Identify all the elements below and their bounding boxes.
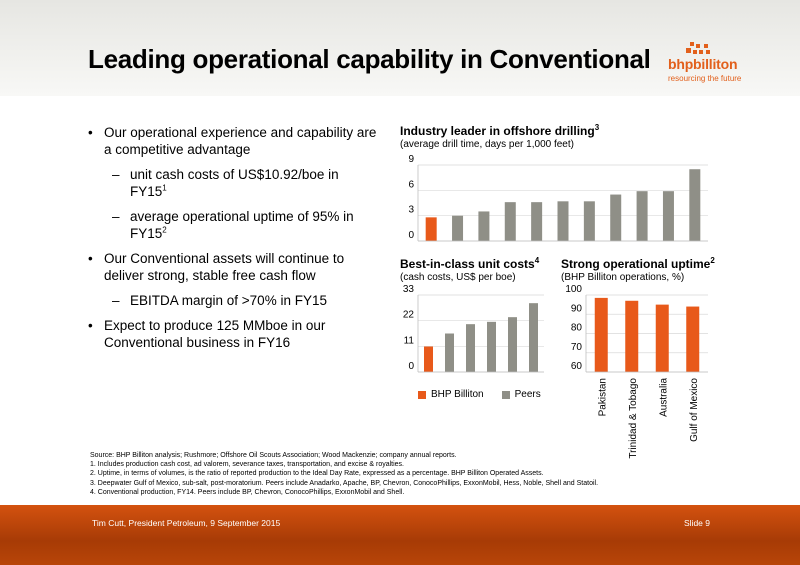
costs-chart-subtitle: (cash costs, US$ per boe) <box>400 272 516 283</box>
bar-peer <box>610 194 622 241</box>
source-notes: Source: BHP Billiton analysis; Rushmore;… <box>90 451 598 497</box>
y-tick-label: 80 <box>571 323 583 334</box>
bar-peer <box>531 202 543 241</box>
uptime-chart-subtitle: (BHP Billiton operations, %) <box>561 272 685 283</box>
y-tick-label: 100 <box>565 284 582 295</box>
footnote: 1. Includes production cash cost, ad val… <box>90 461 404 469</box>
category-label: Trinidad & Tobago <box>628 378 639 459</box>
bar-peer <box>689 169 701 241</box>
y-tick-label: 9 <box>408 154 414 165</box>
drilling-chart-subtitle: (average drill time, days per 1,000 feet… <box>400 139 574 150</box>
legend-label-bhp: BHP Billiton <box>431 389 484 400</box>
legend-swatch-bhp <box>418 390 426 399</box>
bar-peer <box>452 215 464 241</box>
footer-slide-number: Slide 9 <box>684 518 710 528</box>
bar-bhp <box>425 217 437 241</box>
bar-bhp <box>655 304 669 372</box>
bhp-logo-icon <box>686 42 710 54</box>
sub-bullet-item: average operational uptime of 95% in FY1… <box>88 208 378 242</box>
costs-chart: 0 11 22 33 <box>403 284 544 373</box>
footer-presenter: Tim Cutt, President Petroleum, 9 Septemb… <box>92 518 281 528</box>
bar-peer <box>557 201 569 241</box>
legend: BHP Billiton Peers <box>418 389 541 400</box>
y-tick-label: 60 <box>571 361 583 372</box>
legend-swatch-peers <box>501 390 510 399</box>
bullet-item: Our operational experience and capabilit… <box>88 124 378 158</box>
y-tick-label: 6 <box>408 179 414 190</box>
y-tick-label: 33 <box>403 284 415 295</box>
y-tick-label: 11 <box>404 335 415 346</box>
bullet-item: Expect to produce 125 MMboe in our Conve… <box>88 317 378 351</box>
footnote: 4. Conventional production, FY14. Peers … <box>90 488 405 496</box>
category-label: Australia <box>658 378 669 417</box>
drilling-chart-title: Industry leader in offshore drilling3 <box>400 123 600 139</box>
bar-peer <box>487 321 496 372</box>
bar-peer <box>478 211 490 241</box>
footnote: 2. Uptime, in terms of volumes, is the r… <box>90 470 544 478</box>
header-band <box>0 0 800 96</box>
sub-bullet-item: EBITDA margin of >70% in FY15 <box>88 292 378 309</box>
logo-wordmark: bhpbilliton <box>668 56 738 72</box>
bar-peer <box>466 324 475 372</box>
y-tick-label: 22 <box>403 310 415 321</box>
y-tick-label: 0 <box>408 361 414 372</box>
bar-peer <box>662 191 674 241</box>
sub-bullet-item: unit cash costs of US$10.92/boe in FY151 <box>88 166 378 200</box>
footer-band <box>0 505 800 565</box>
logo-tagline: resourcing the future <box>668 74 742 83</box>
bar-bhp <box>686 306 700 372</box>
bar-bhp <box>424 346 433 372</box>
bar-bhp <box>625 300 639 372</box>
costs-chart-title: Best-in-class unit costs4 <box>400 256 540 272</box>
bar-peer <box>445 333 454 372</box>
category-label: Pakistan <box>597 378 608 416</box>
category-label: Gulf of Mexico <box>689 378 700 442</box>
y-tick-label: 90 <box>571 303 583 314</box>
bar-peer <box>583 201 595 241</box>
footnote: 3. Deepwater Gulf of Mexico, sub-salt, p… <box>90 479 599 487</box>
uptime-chart: 60 70 80 90 100 Pakistan Trinidad & Tobago Aust… <box>565 284 708 459</box>
y-tick-label: 0 <box>408 230 414 241</box>
bar-bhp <box>594 297 608 372</box>
drilling-chart: 0 3 6 9 <box>408 154 708 242</box>
bar-peer <box>504 202 516 241</box>
bar-peer <box>636 191 648 241</box>
bar-peer <box>529 303 538 372</box>
y-tick-label: 70 <box>571 342 583 353</box>
bullet-item: Our Conventional assets will continue to… <box>88 250 378 284</box>
source-line: Source: BHP Billiton analysis; Rushmore;… <box>90 452 457 459</box>
uptime-chart-title: Strong operational uptime2 <box>561 256 715 272</box>
legend-label-peers: Peers <box>514 389 541 400</box>
bar-peer <box>508 317 517 372</box>
y-tick-label: 3 <box>408 205 414 216</box>
bullet-list: Our operational experience and capabilit… <box>88 124 378 359</box>
page-title: Leading operational capability in Conven… <box>88 44 651 74</box>
